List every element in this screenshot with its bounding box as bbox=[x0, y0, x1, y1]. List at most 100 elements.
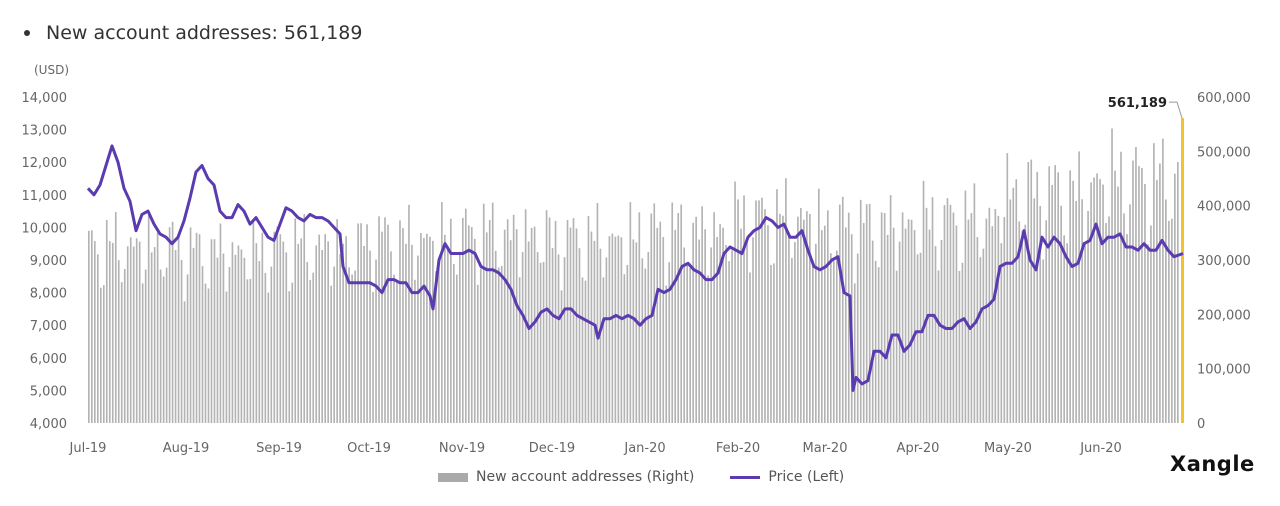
new-accounts-bar bbox=[491, 202, 494, 423]
new-accounts-bar bbox=[243, 257, 246, 423]
new-accounts-bar bbox=[342, 243, 344, 423]
new-accounts-bar bbox=[390, 251, 392, 423]
new-accounts-bar bbox=[710, 247, 712, 423]
new-accounts-bar bbox=[264, 272, 267, 423]
new-accounts-bar bbox=[1123, 213, 1125, 423]
new-accounts-bar bbox=[171, 221, 174, 423]
new-accounts-bar bbox=[408, 204, 410, 423]
new-accounts-bar bbox=[584, 280, 587, 423]
new-accounts-bar bbox=[1096, 173, 1098, 423]
new-accounts-bar bbox=[1087, 210, 1089, 423]
new-accounts-bar bbox=[794, 242, 796, 423]
new-accounts-bar bbox=[767, 225, 769, 423]
new-accounts-bar bbox=[889, 195, 892, 423]
new-accounts-bar bbox=[542, 261, 545, 423]
annotation: 561,189 bbox=[1108, 96, 1183, 119]
annotation-label: 561,189 bbox=[1108, 96, 1167, 111]
new-accounts-bar bbox=[291, 282, 294, 423]
left-axis-tick-label: 8,000 bbox=[30, 287, 67, 302]
new-accounts-bar bbox=[126, 246, 129, 423]
new-accounts-bar bbox=[973, 183, 976, 423]
new-accounts-bar bbox=[165, 267, 168, 423]
left-axis-tick-label: 12,000 bbox=[22, 156, 68, 171]
new-accounts-bar bbox=[117, 260, 120, 423]
new-accounts-bar bbox=[752, 237, 754, 423]
new-accounts-bar bbox=[728, 261, 730, 423]
new-accounts-bar bbox=[683, 247, 686, 423]
new-accounts-bar bbox=[985, 218, 988, 423]
new-accounts-bar bbox=[1084, 242, 1086, 423]
new-accounts-bar bbox=[351, 274, 353, 423]
new-accounts-bar bbox=[764, 209, 766, 423]
new-accounts-bar bbox=[485, 232, 488, 423]
new-accounts-bar bbox=[856, 253, 859, 423]
new-accounts-bar bbox=[369, 250, 371, 423]
new-accounts-bar bbox=[982, 248, 985, 423]
new-accounts-bar bbox=[438, 267, 440, 423]
new-accounts-bar bbox=[363, 245, 365, 423]
new-accounts-bar bbox=[650, 213, 653, 423]
new-accounts-bar bbox=[1099, 179, 1101, 423]
new-accounts-bar bbox=[1030, 159, 1033, 424]
highlight-bar bbox=[1181, 118, 1184, 423]
new-accounts-bar bbox=[593, 240, 596, 423]
new-accounts-bar bbox=[249, 278, 252, 423]
new-accounts-bar bbox=[551, 247, 554, 423]
new-accounts-bar bbox=[590, 231, 593, 423]
new-accounts-bar bbox=[1168, 220, 1170, 423]
new-accounts-bar bbox=[644, 268, 647, 423]
new-accounts-bar bbox=[237, 245, 240, 423]
new-accounts-bar bbox=[533, 226, 536, 423]
new-accounts-bar bbox=[1144, 183, 1146, 423]
new-accounts-bar bbox=[838, 204, 841, 423]
new-accounts-bar bbox=[330, 285, 332, 423]
new-accounts-bar bbox=[515, 229, 518, 423]
new-accounts-bar bbox=[997, 215, 1000, 423]
new-accounts-bar bbox=[1117, 186, 1119, 423]
new-accounts-bar bbox=[497, 267, 500, 423]
new-accounts-bar bbox=[877, 267, 880, 423]
new-accounts-bar bbox=[991, 226, 994, 423]
new-accounts-bar bbox=[1042, 259, 1045, 423]
new-accounts-bar bbox=[755, 200, 757, 423]
new-accounts-bar bbox=[761, 197, 763, 423]
new-accounts-bar bbox=[928, 229, 931, 423]
new-accounts-bar bbox=[1126, 234, 1128, 423]
new-accounts-bar bbox=[321, 249, 324, 423]
new-accounts-bar bbox=[1024, 224, 1027, 423]
price-line bbox=[86, 144, 1184, 392]
legend: New account addresses (Right) Price (Lef… bbox=[438, 469, 844, 485]
new-accounts-bar bbox=[476, 284, 479, 423]
new-accounts-bar bbox=[641, 258, 644, 423]
new-accounts-bar bbox=[479, 268, 482, 423]
new-accounts-bar bbox=[420, 233, 422, 423]
new-accounts-bar bbox=[488, 220, 491, 423]
new-accounts-bar bbox=[306, 262, 309, 423]
new-accounts-bar bbox=[835, 250, 838, 423]
new-accounts-bar bbox=[1177, 161, 1179, 424]
new-accounts-bar bbox=[1009, 199, 1012, 423]
right-axis: 0 100,000 200,000 300,000 400,000 500,000 600,… bbox=[1197, 91, 1251, 432]
right-axis-tick-label: 500,000 bbox=[1197, 145, 1251, 160]
new-accounts-bar bbox=[222, 253, 225, 423]
bullet-icon bbox=[24, 30, 30, 36]
new-accounts-bar bbox=[779, 213, 781, 423]
new-accounts-bar bbox=[734, 181, 736, 423]
new-accounts-bar bbox=[429, 236, 431, 423]
new-accounts-bar bbox=[186, 274, 189, 423]
new-accounts-bar bbox=[96, 254, 99, 423]
new-accounts-bar bbox=[318, 234, 321, 423]
right-axis-tick-label: 200,000 bbox=[1197, 308, 1251, 323]
new-accounts-bar bbox=[632, 239, 635, 423]
new-accounts-bar bbox=[871, 240, 874, 423]
new-accounts-bar bbox=[554, 220, 557, 423]
new-accounts-bar bbox=[360, 223, 362, 423]
new-accounts-bar bbox=[396, 280, 398, 423]
left-axis-unit-label: (USD) bbox=[34, 63, 69, 77]
new-accounts-bar bbox=[494, 250, 497, 423]
new-accounts-bar bbox=[303, 214, 306, 423]
new-accounts-bar bbox=[210, 239, 213, 423]
new-accounts-bar bbox=[93, 241, 96, 423]
new-accounts-bar bbox=[417, 255, 419, 423]
new-accounts-bar bbox=[949, 204, 952, 423]
